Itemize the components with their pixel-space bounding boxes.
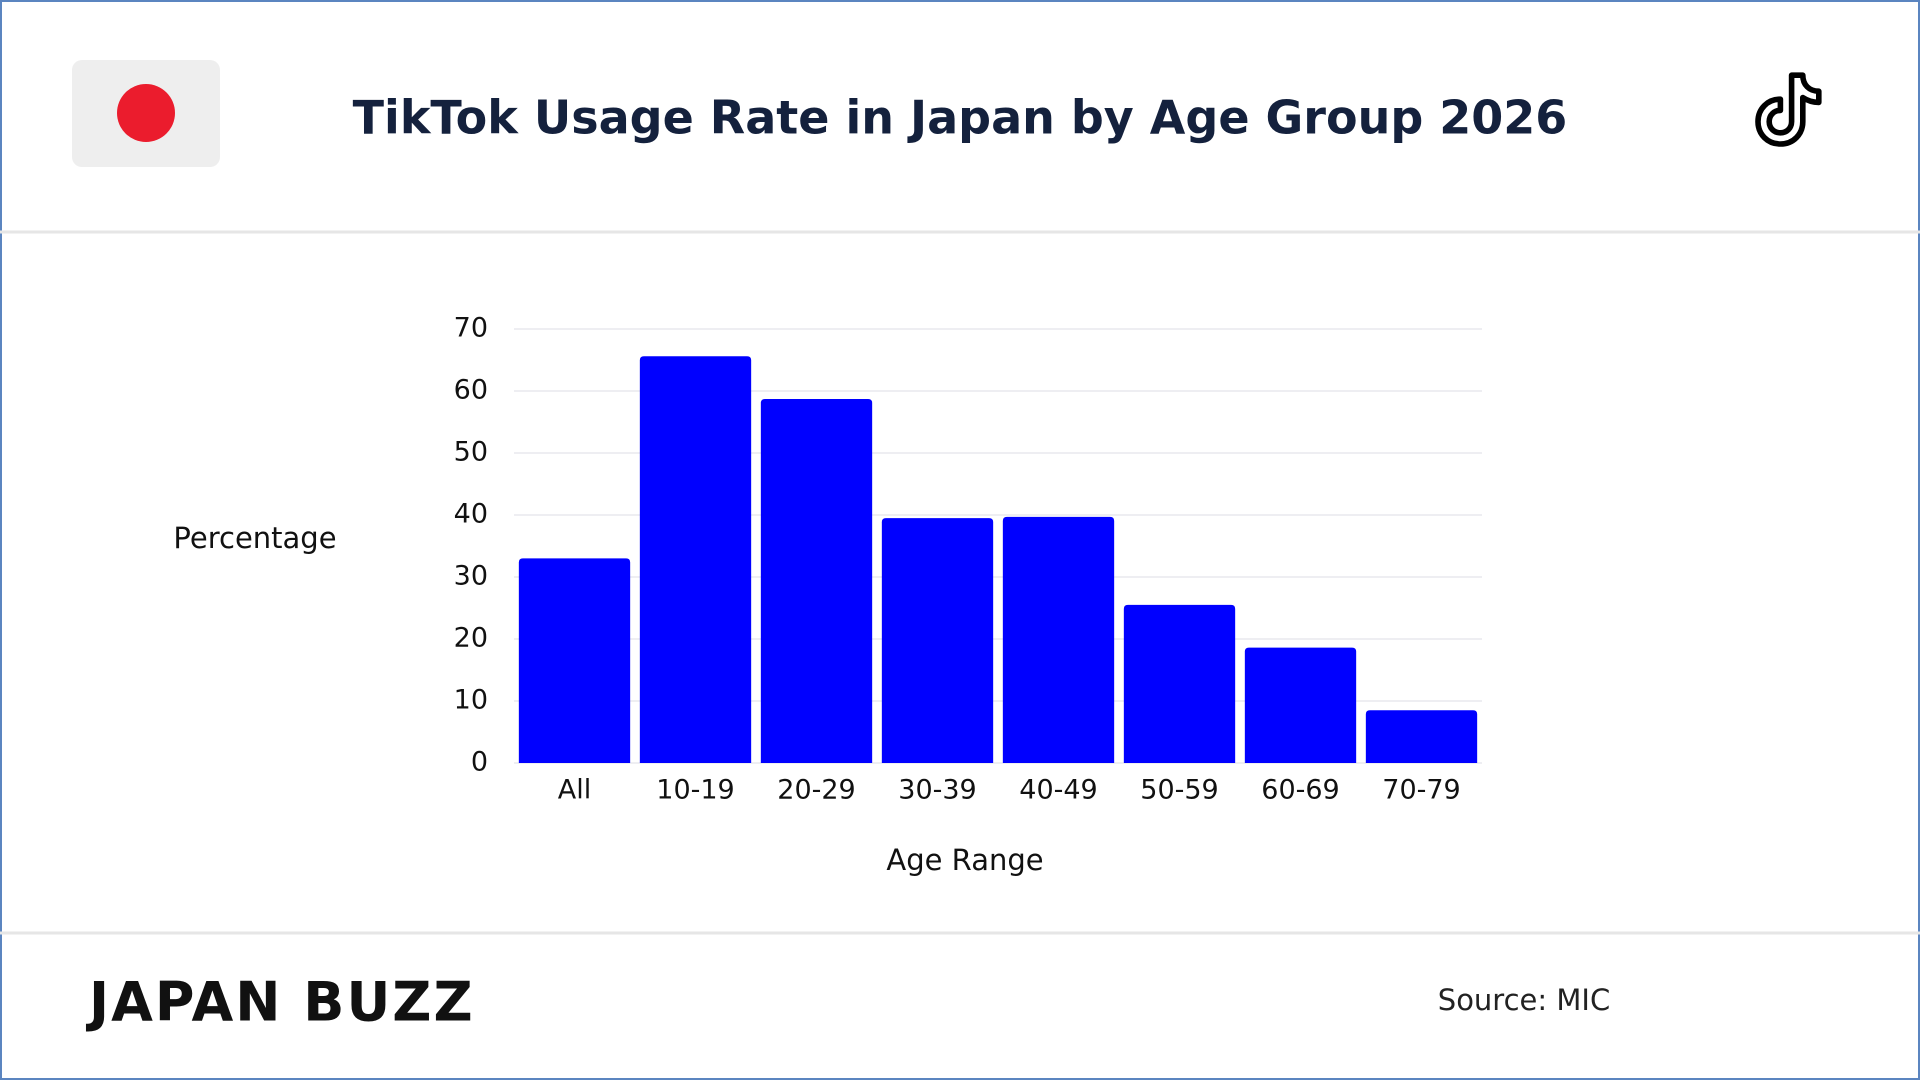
tiktok-logo bbox=[1755, 72, 1822, 147]
y-tick-label: 40 bbox=[454, 499, 488, 530]
chart-title: TikTok Usage Rate in Japan by Age Group … bbox=[353, 91, 1568, 145]
source: Source: MIC bbox=[1438, 983, 1610, 1017]
bar bbox=[518, 558, 631, 763]
y-tick-label: 70 bbox=[454, 313, 488, 344]
x-tick-label: 50-59 bbox=[1140, 775, 1218, 806]
bar bbox=[1002, 516, 1115, 763]
bar bbox=[639, 356, 752, 763]
flag-circle bbox=[117, 84, 175, 142]
x-tick-label: All bbox=[558, 775, 591, 806]
y-tick-label: 0 bbox=[471, 747, 488, 778]
bar bbox=[760, 399, 873, 763]
y-tick-label: 20 bbox=[454, 623, 488, 654]
bar bbox=[881, 518, 994, 763]
y-tick-label: 60 bbox=[454, 375, 488, 406]
y-tick-label: 30 bbox=[454, 561, 488, 592]
y-tick-label: 50 bbox=[454, 437, 488, 468]
x-tick-label: 40-49 bbox=[1019, 775, 1097, 806]
x-tick-label: 10-19 bbox=[656, 775, 734, 806]
x-tick-label: 70-79 bbox=[1382, 775, 1460, 806]
x-tick-label: 60-69 bbox=[1261, 775, 1339, 806]
bar bbox=[1244, 647, 1357, 763]
x-tick-label: 30-39 bbox=[898, 775, 976, 806]
x-axis-label: Age Range bbox=[886, 843, 1043, 877]
brand: JAPAN BUZZ bbox=[85, 971, 475, 1034]
bar bbox=[1365, 710, 1478, 763]
y-tick-label: 10 bbox=[454, 685, 488, 716]
x-tick-label: 20-29 bbox=[777, 775, 855, 806]
bar bbox=[1123, 604, 1236, 763]
y-axis-label: Percentage bbox=[173, 521, 336, 555]
